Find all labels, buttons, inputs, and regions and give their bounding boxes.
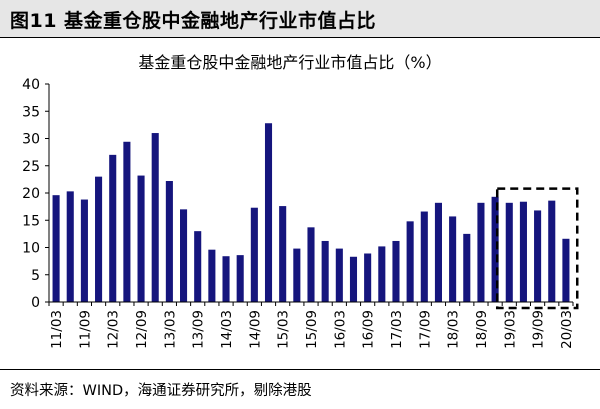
x-tick-label: 14/03	[219, 310, 235, 349]
x-tick-label: 12/09	[134, 310, 150, 349]
x-tick-label: 16/03	[332, 310, 348, 349]
x-tick-label: 11/03	[49, 310, 65, 349]
bar	[321, 240, 329, 302]
bar	[364, 253, 372, 302]
bar	[180, 209, 188, 302]
highlight-box	[495, 187, 579, 310]
y-axis: 0 5 10 15 20 25 30 35 40	[22, 77, 50, 311]
bar	[548, 200, 556, 302]
y-tick-label: 15	[22, 213, 40, 229]
bar	[463, 233, 471, 302]
bar	[165, 181, 173, 302]
bar	[392, 240, 400, 302]
bar	[307, 227, 315, 302]
bar	[378, 246, 386, 302]
x-tick-label: 15/09	[304, 310, 320, 349]
figure-footer: 资料来源：WIND，海通证券研究所，剔除港股	[0, 369, 600, 409]
bar	[349, 256, 358, 302]
x-axis: 11/03 11/09 12/03 12/09 13/03 13/09 14/03 14/09…	[48, 301, 575, 349]
bar	[562, 238, 570, 302]
bar	[208, 249, 216, 302]
bar	[66, 191, 74, 302]
bar	[434, 202, 442, 302]
y-tick-label: 20	[22, 186, 40, 202]
figure-header: 图11 基金重仓股中金融地产行业市值占比	[0, 0, 600, 38]
x-tick-label: 13/03	[162, 310, 178, 349]
bar-chart: 基金重仓股中金融地产行业市值占比（%） 0 5 10 15 20 25 30 35 40 11/…	[22, 53, 579, 349]
y-tick-label: 35	[22, 104, 40, 120]
x-tick-label: 16/09	[361, 310, 377, 349]
x-tick-label: 17/09	[417, 310, 433, 349]
bar	[250, 207, 258, 302]
bar	[335, 248, 343, 302]
bar	[406, 221, 414, 302]
bar	[52, 195, 60, 302]
highlight-overlay	[495, 187, 579, 310]
figure-title: 图11 基金重仓股中金融地产行业市值占比	[10, 10, 377, 32]
source-note: 资料来源：WIND，海通证券研究所，剔除港股	[10, 383, 312, 399]
x-tick-label: 18/03	[446, 310, 462, 349]
x-tick-label: 12/03	[106, 310, 122, 349]
bars-group	[52, 123, 570, 303]
x-tick-label: 19/03	[502, 310, 518, 349]
bar	[505, 202, 513, 302]
bar	[137, 175, 145, 302]
bar	[477, 202, 485, 302]
x-tick-label: 14/09	[247, 310, 263, 349]
x-tick-label: 15/03	[276, 310, 292, 349]
bar	[420, 211, 428, 302]
bar	[449, 216, 457, 302]
x-tick-label: 18/09	[474, 310, 490, 349]
bar	[222, 256, 230, 302]
bar	[123, 141, 131, 302]
bar	[194, 231, 202, 302]
bar	[293, 248, 301, 302]
y-tick-label: 5	[31, 268, 40, 284]
bar	[491, 196, 499, 302]
x-tick-label: 17/03	[389, 310, 405, 349]
y-tick-label: 30	[22, 132, 40, 148]
y-tick-label: 0	[31, 295, 40, 311]
y-tick-label: 40	[22, 77, 40, 93]
x-tick-label: 19/09	[531, 310, 547, 349]
x-tick-label: 11/09	[77, 310, 93, 349]
bar	[109, 154, 117, 302]
chart-title: 基金重仓股中金融地产行业市值占比（%）	[138, 53, 441, 72]
y-tick-label: 25	[22, 159, 40, 175]
bar	[236, 255, 244, 302]
y-tick-label: 10	[22, 241, 40, 257]
x-tick-label: 20/03	[559, 310, 575, 349]
bar	[279, 206, 287, 302]
x-tick-label: 13/09	[191, 310, 207, 349]
bar	[519, 201, 527, 302]
bar	[95, 176, 103, 302]
bar	[264, 123, 273, 303]
bar	[534, 210, 542, 302]
bar	[80, 199, 88, 302]
bar	[151, 133, 159, 302]
